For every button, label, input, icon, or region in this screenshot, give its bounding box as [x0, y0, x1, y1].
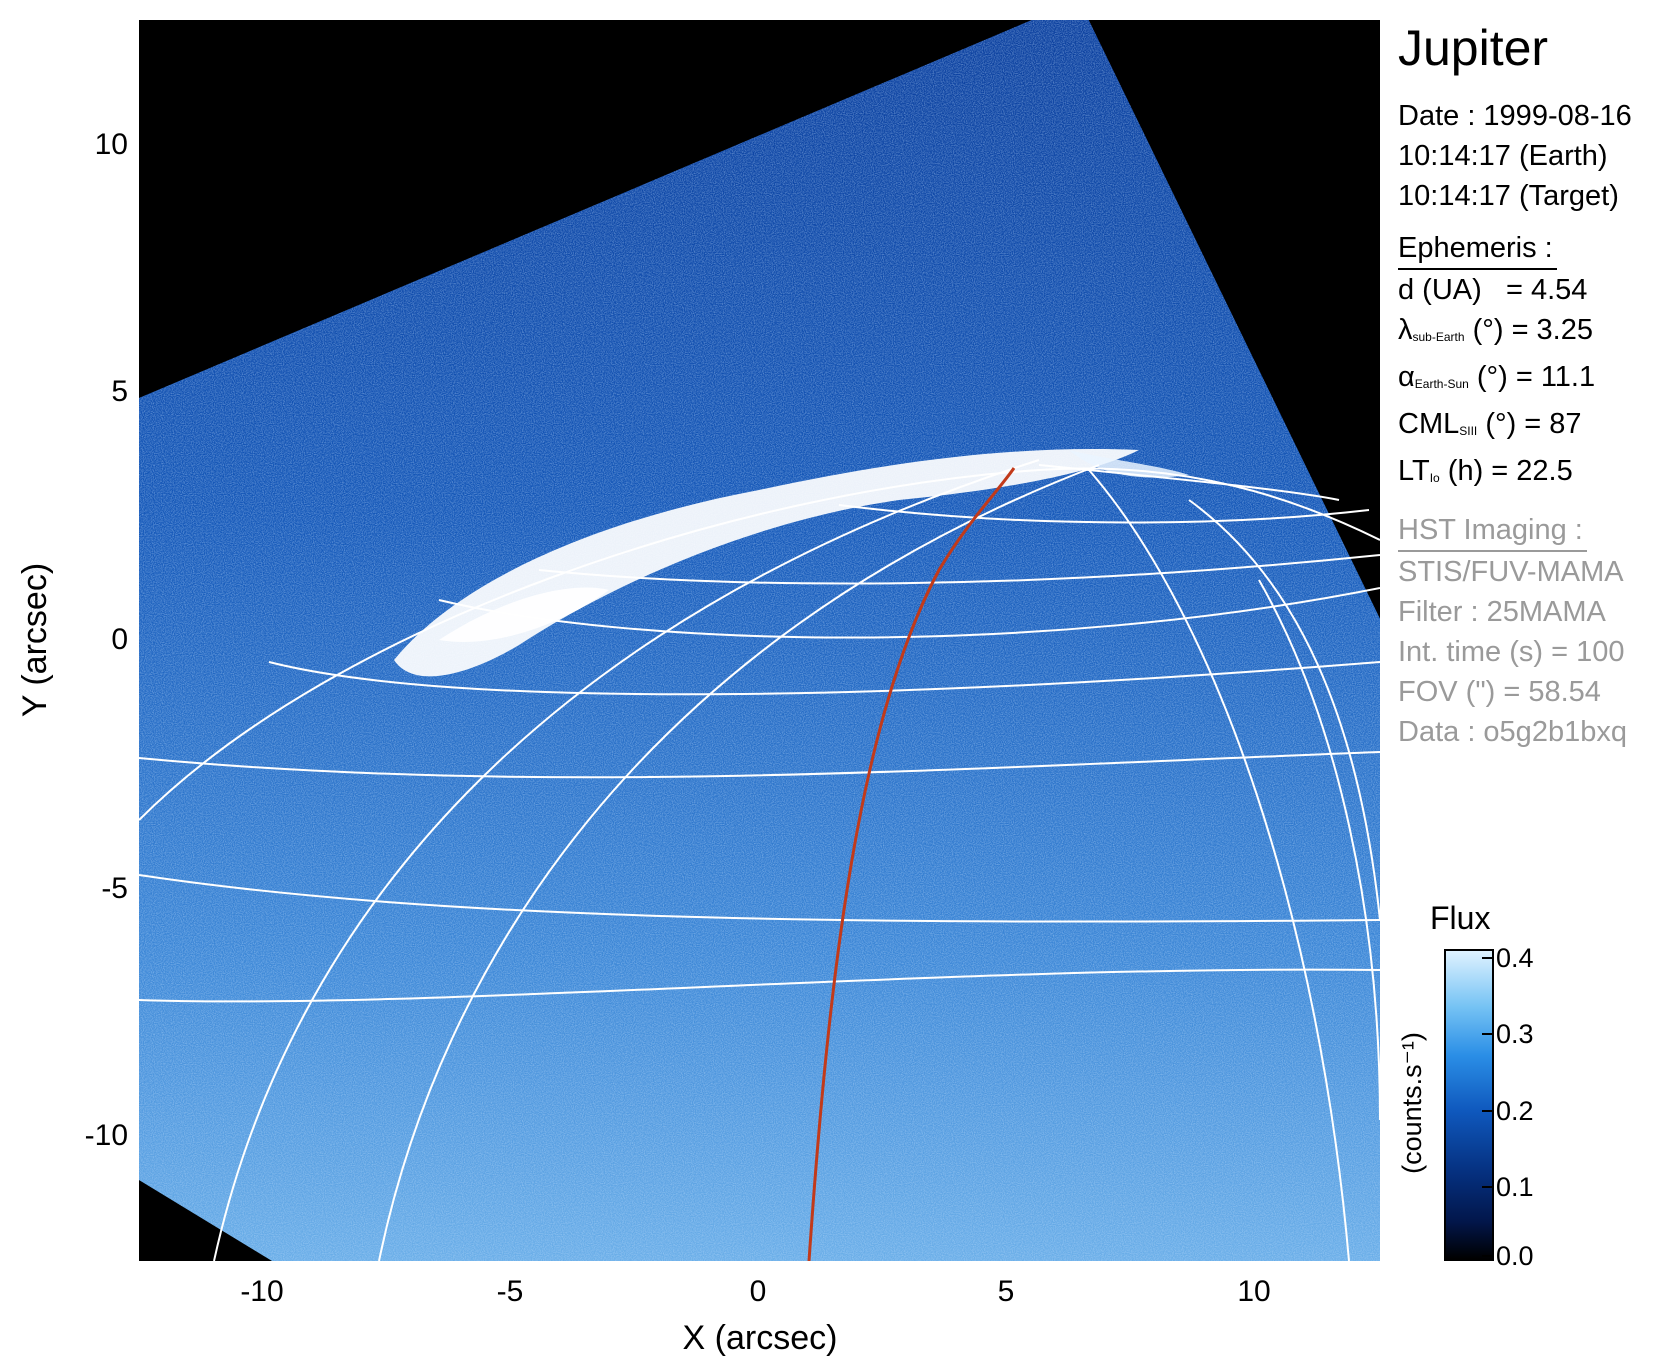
ephem-io-local-time: LTIo (h) = 22.5 [1398, 455, 1573, 487]
colorbar-tick: 0.3 [1496, 1019, 1534, 1049]
time-target: 10:14:17 (Target) [1398, 180, 1619, 212]
y-tick-label: 0 [111, 623, 128, 656]
date-line: Date : 1999-08-16 [1398, 100, 1632, 132]
ephem-sub-earth-latitude: λsub-Earth (°) = 3.25 [1398, 314, 1593, 346]
x-tick-label: 5 [997, 1275, 1015, 1308]
ephemeris-header: Ephemeris : [1398, 228, 1557, 270]
ephem-phase-angle: αEarth-Sun (°) = 11.1 [1398, 361, 1596, 393]
x-tick-label: -10 [240, 1275, 284, 1308]
colorbar-unit-label: (counts.s⁻¹) [1397, 1032, 1427, 1174]
y-tick-label: 10 [94, 128, 128, 161]
colorbar-tick: 0.4 [1496, 943, 1534, 973]
detector-field [139, 20, 1380, 1261]
filter: Filter : 25MAMA [1398, 596, 1606, 628]
target-title: Jupiter [1398, 20, 1549, 76]
ephem-cml: CMLSIII (°) = 87 [1398, 408, 1582, 440]
x-tick-label: 0 [749, 1275, 767, 1308]
auroral-image-svg [139, 20, 1380, 1261]
info-panel: Jupiter Date : 1999-08-16 10:14:17 (Eart… [1398, 18, 1668, 752]
auroral-oval [394, 449, 1139, 677]
colorbar-tick: 0.2 [1496, 1096, 1534, 1126]
y-tick-label: -10 [84, 1119, 128, 1152]
y-tick-label: 5 [111, 375, 128, 408]
colorbar [1444, 949, 1494, 1261]
ephem-distance: d (UA) = 4.54 [1398, 274, 1588, 306]
time-earth: 10:14:17 (Earth) [1398, 140, 1608, 172]
colorbar-tick: 0.1 [1496, 1172, 1534, 1202]
jupiter-uv-image [139, 20, 1380, 1261]
x-axis-label: X (arcsec) [682, 1319, 838, 1357]
x-tick-label: -5 [496, 1275, 524, 1308]
field-of-view: FOV (") = 58.54 [1398, 676, 1601, 708]
instrument: STIS/FUV-MAMA [1398, 556, 1624, 588]
integration-time: Int. time (s) = 100 [1398, 636, 1625, 668]
imaging-header: HST Imaging : [1398, 510, 1587, 552]
dataset-id: Data : o5g2b1bxq [1398, 716, 1627, 748]
x-tick-label: 10 [1237, 1275, 1271, 1308]
colorbar-tick: 0.0 [1496, 1241, 1534, 1271]
central-meridian-line [807, 467, 1016, 1261]
y-axis-label: Y (arcsec) [16, 562, 54, 718]
lat-lon-grid [139, 459, 1380, 1261]
y-tick-label: -5 [101, 872, 128, 905]
colorbar-title: Flux [1430, 900, 1491, 936]
